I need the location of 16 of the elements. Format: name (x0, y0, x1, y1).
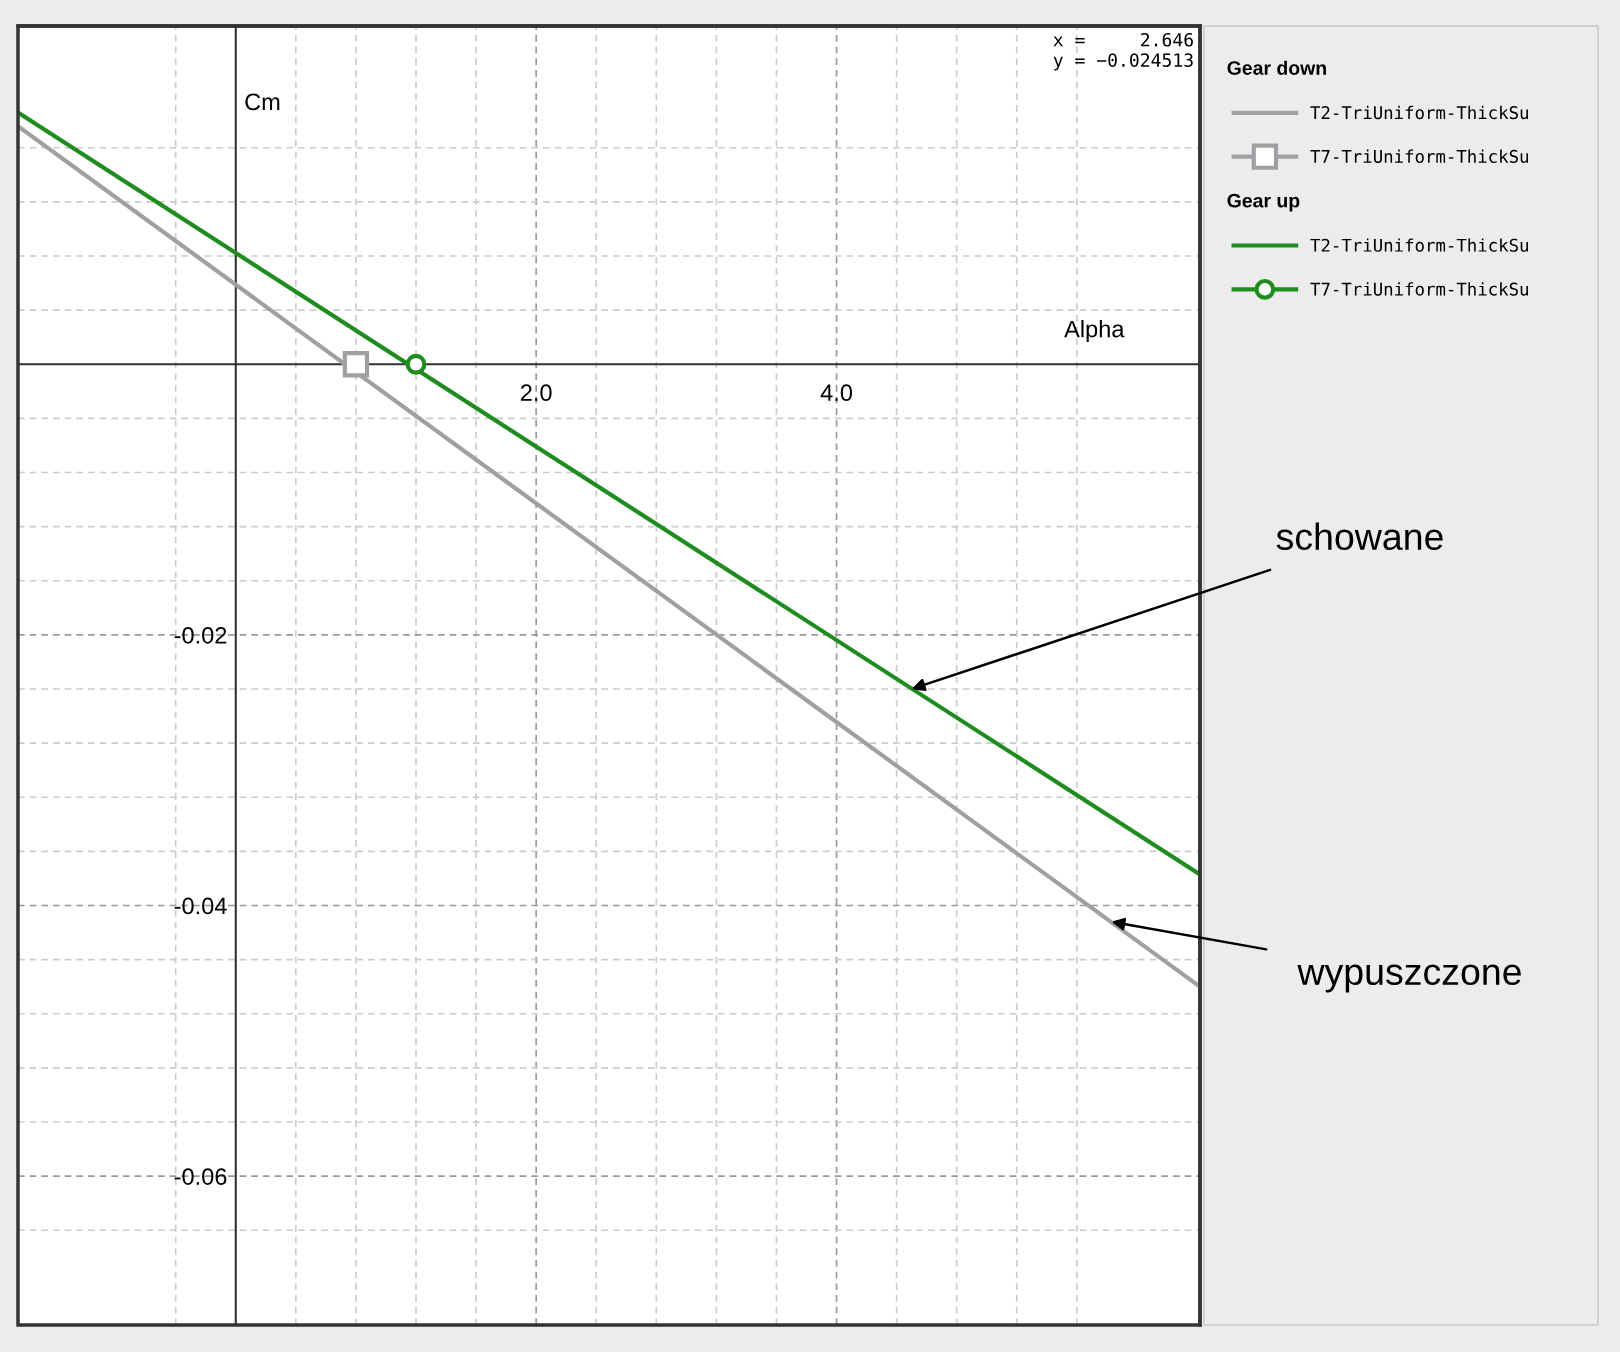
annotation: x = 2.646 y = −0.024513 (1053, 32, 1193, 71)
legend-label: T2-TriUniform-ThickSu (1310, 105, 1528, 120)
x-axis-title: Alpha (1064, 320, 1125, 343)
x-tick-label: 4.0 (820, 384, 853, 402)
text: Gear up (1227, 193, 1300, 212)
y-tick-label: -0.02 (174, 626, 227, 644)
y-tick-label: -0.04 (174, 897, 227, 915)
y-axis-title: Cm (245, 93, 280, 111)
text: Gear down (1227, 60, 1326, 75)
y-tick-label: -0.06 (174, 1168, 227, 1185)
x-tick-label: 2.0 (520, 384, 552, 402)
legend-label: T2-TriUniform-ThickSu (1310, 238, 1528, 252)
legend-label: T7-TriUniform-ThickSu (1310, 149, 1528, 163)
legend-label: T7-TriUniform-ThickSu (1310, 282, 1528, 296)
annotation: wypuszczone (1297, 964, 1521, 993)
annotation: schowane (1276, 522, 1443, 551)
